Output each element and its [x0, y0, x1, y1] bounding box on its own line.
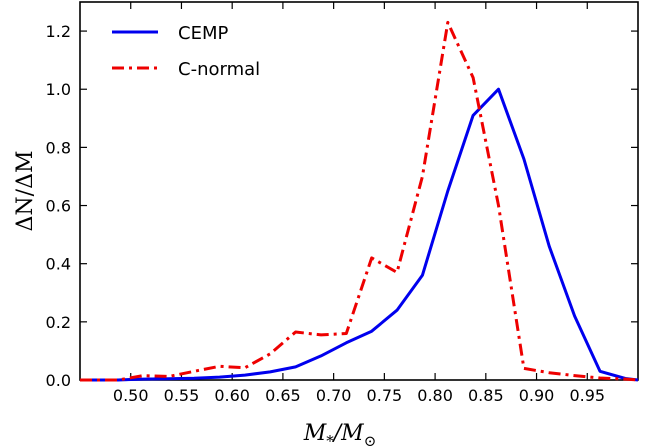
y-tick-label: 0.0 [46, 371, 71, 390]
legend-label: C-normal [178, 59, 260, 80]
x-tick-label: 0.95 [569, 386, 605, 405]
x-tick-label: 0.85 [468, 386, 504, 405]
series-line-cemp [80, 87, 639, 382]
svg-text:ΔN/ΔM: ΔN/ΔM [13, 151, 38, 232]
legend: CEMP C-normal [112, 23, 260, 80]
x-tick-label: 0.50 [113, 386, 149, 405]
x-tick-label: 0.90 [519, 386, 555, 405]
y-tick-label: 1.2 [46, 22, 71, 41]
x-tick-label: 0.75 [367, 386, 403, 405]
series-line-c-normal [80, 20, 639, 382]
y-tick-label: 0.6 [46, 197, 71, 216]
y-axis-label: ΔN/ΔM [13, 151, 38, 232]
x-tick-label: 0.60 [214, 386, 250, 405]
x-tick-label: 0.55 [164, 386, 200, 405]
axis-ticks: 0.50 0.55 0.60 0.65 0.70 0.75 0.80 0.85 0.90 0.95… [46, 2, 638, 405]
svg-text:M*/M⊙: M*/M⊙ [303, 421, 377, 448]
x-axis-label: M*/M⊙ [303, 421, 377, 448]
y-tick-label: 0.2 [46, 313, 71, 332]
y-tick-label: 0.4 [46, 255, 71, 274]
x-tick-label: 0.65 [265, 386, 301, 405]
series-lines [80, 20, 639, 382]
plot-frame [79, 1, 639, 381]
y-tick-label: 0.8 [46, 138, 71, 157]
legend-label: CEMP [178, 23, 228, 44]
x-tick-label: 0.80 [417, 386, 453, 405]
y-tick-label: 1.0 [46, 80, 71, 99]
x-tick-label: 0.70 [316, 386, 352, 405]
